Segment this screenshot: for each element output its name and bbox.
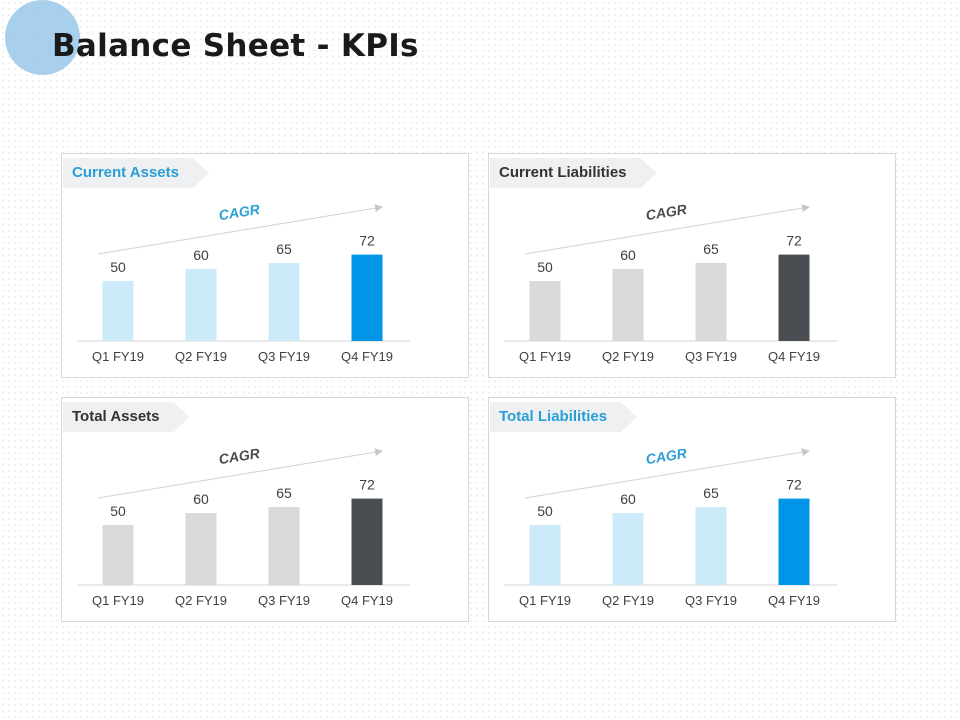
bar-q2-fy19: [185, 269, 217, 341]
total-liabilities-chart: CAGR 50 Q1 FY19 60 Q2 FY19 65 Q3 FY19 72 Q4 FY19: [504, 445, 837, 608]
bar-q2-fy19: [612, 513, 644, 585]
bar-q3-fy19: [695, 263, 727, 341]
cagr-label: CAGR: [218, 445, 262, 467]
value-label: 50: [110, 259, 126, 275]
value-label: 72: [786, 477, 802, 493]
cagr-label: CAGR: [645, 445, 689, 467]
bar-q1-fy19: [102, 281, 134, 341]
cagr-label: CAGR: [645, 201, 689, 223]
category-label: Q4 FY19: [768, 349, 820, 364]
cagr-arrow: [524, 204, 810, 255]
panel-title: Current Liabilities: [490, 158, 657, 188]
cagr-arrow: [97, 448, 383, 499]
value-label: 60: [620, 491, 636, 507]
value-label: 60: [193, 247, 209, 263]
cagr-arrow: [97, 204, 383, 255]
total-liabilities-panel: Total Liabilities CAGR 50 Q1 FY19 60 Q2 FY19…: [488, 397, 896, 622]
category-label: Q1 FY19: [92, 349, 144, 364]
bar-q4-fy19: [778, 498, 810, 585]
bar-q1-fy19: [529, 525, 561, 585]
category-label: Q4 FY19: [341, 593, 393, 608]
decorative-circle: [5, 0, 80, 75]
category-label: Q2 FY19: [175, 593, 227, 608]
current-liabilities-panel: Current Liabilities CAGR 50 Q1 FY19 60 Q2 FY…: [488, 153, 896, 378]
page-title: Balance Sheet - KPIs: [52, 28, 419, 64]
value-label: 72: [786, 233, 802, 249]
value-label: 60: [193, 491, 209, 507]
category-label: Q2 FY19: [175, 349, 227, 364]
bar-q3-fy19: [268, 507, 300, 585]
current-assets-chart: CAGR 50 Q1 FY19 60 Q2 FY19 65 Q3 FY19 72 Q4 FY19: [77, 201, 410, 364]
cagr-arrow: [524, 448, 810, 499]
category-label: Q2 FY19: [602, 593, 654, 608]
value-label: 60: [620, 247, 636, 263]
value-label: 65: [703, 485, 719, 501]
category-label: Q1 FY19: [92, 593, 144, 608]
panel-title: Total Assets: [63, 402, 190, 432]
value-label: 72: [359, 477, 375, 493]
bar-q3-fy19: [268, 263, 300, 341]
bar-q2-fy19: [185, 513, 217, 585]
panel-title: Total Liabilities: [490, 402, 637, 432]
category-label: Q1 FY19: [519, 349, 571, 364]
bar-q1-fy19: [102, 525, 134, 585]
bar-q2-fy19: [612, 269, 644, 341]
bar-q3-fy19: [695, 507, 727, 585]
bar-q4-fy19: [351, 254, 383, 341]
current-liabilities-chart: CAGR 50 Q1 FY19 60 Q2 FY19 65 Q3 FY19 72 Q4 FY19: [504, 201, 837, 364]
total-assets-chart: CAGR 50 Q1 FY19 60 Q2 FY19 65 Q3 FY19 72 Q4 FY19: [77, 445, 410, 608]
panel-title: Current Assets: [63, 158, 209, 188]
value-label: 65: [276, 485, 292, 501]
current-assets-panel: Current Assets CAGR 50 Q1 FY19 60 Q2 FY19 65 Q…: [61, 153, 469, 378]
value-label: 72: [359, 233, 375, 249]
category-label: Q3 FY19: [685, 593, 737, 608]
value-label: 50: [537, 503, 553, 519]
total-assets-panel: Total Assets CAGR 50 Q1 FY19 60 Q2 FY19 65 Q3 …: [61, 397, 469, 622]
bar-q4-fy19: [778, 254, 810, 341]
cagr-label: CAGR: [218, 201, 262, 223]
bar-q1-fy19: [529, 281, 561, 341]
value-label: 65: [703, 241, 719, 257]
category-label: Q4 FY19: [768, 593, 820, 608]
bar-q4-fy19: [351, 498, 383, 585]
category-label: Q4 FY19: [341, 349, 393, 364]
category-label: Q3 FY19: [685, 349, 737, 364]
category-label: Q3 FY19: [258, 593, 310, 608]
category-label: Q2 FY19: [602, 349, 654, 364]
value-label: 50: [110, 503, 126, 519]
value-label: 50: [537, 259, 553, 275]
category-label: Q3 FY19: [258, 349, 310, 364]
value-label: 65: [276, 241, 292, 257]
category-label: Q1 FY19: [519, 593, 571, 608]
